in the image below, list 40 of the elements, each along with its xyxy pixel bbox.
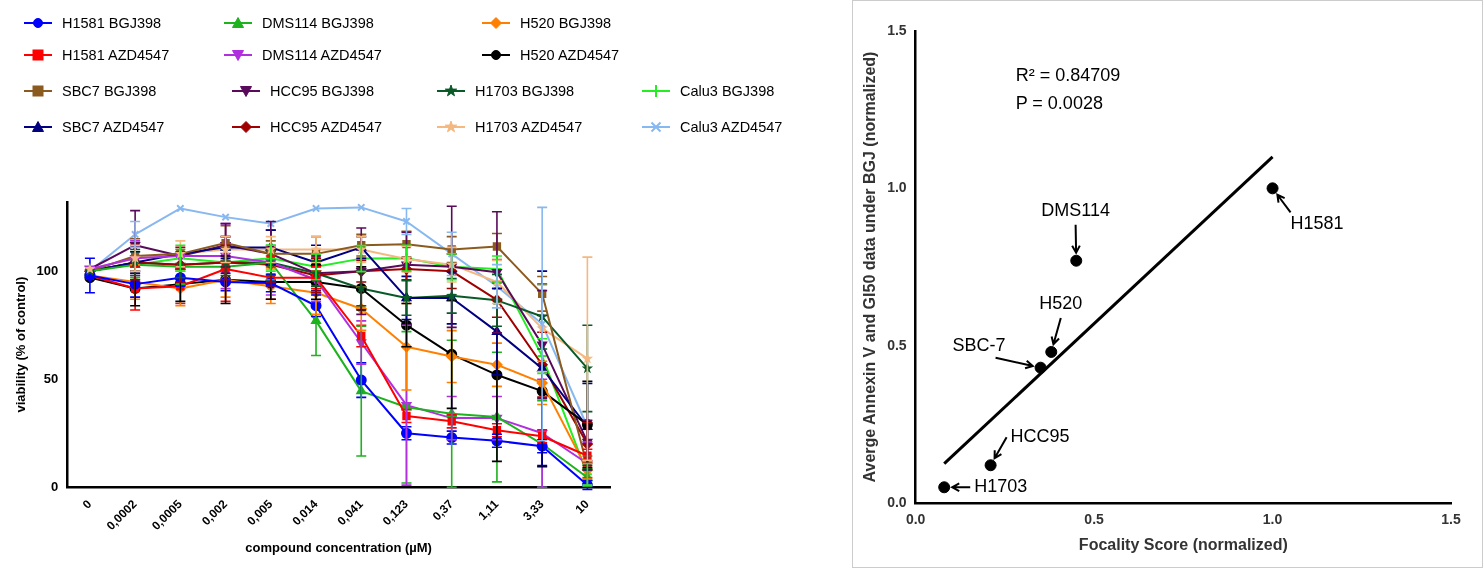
- x-tick-label: 1.0: [1262, 511, 1283, 528]
- annotation: H520: [1039, 292, 1083, 313]
- legend-label: H1703 BGJ398: [475, 83, 575, 99]
- x-tick-label: 3,33: [520, 496, 547, 524]
- y-axis-title: viability (% of control): [13, 276, 29, 413]
- legend-label: Calu3 AZD4547: [680, 119, 783, 135]
- legend-label: SBC7 AZD4547: [62, 119, 165, 135]
- x-tick-label: 0: [79, 496, 95, 512]
- y-tick-label: 0.5: [887, 336, 907, 353]
- annotation: H1703: [974, 476, 1028, 497]
- y-tick-label: 50: [43, 370, 59, 386]
- y-axis-title: Averge Annexin V and GI50 data under BGJ (normalized): [861, 51, 879, 483]
- x-tick-label: 1,11: [475, 496, 502, 523]
- x-tick-label: 0.0: [905, 511, 926, 528]
- legend-label: HCC95 BGJ398: [270, 83, 374, 99]
- y-tick-label: 1.5: [887, 21, 907, 38]
- annotation: HCC95: [1010, 426, 1070, 447]
- legend-label: HCC95 AZD4547: [270, 119, 383, 135]
- x-tick-label: 1.5: [1441, 511, 1461, 528]
- x-axis-title: compound concentration (µM): [245, 539, 432, 555]
- x-tick-label: 0.5: [1084, 511, 1105, 528]
- annotation: R² = 0.84709: [1015, 64, 1121, 85]
- y-tick-label: 0: [51, 478, 59, 494]
- x-tick-label: 10: [572, 496, 593, 517]
- legend-label: H1581 AZD4547: [62, 47, 170, 63]
- y-tick-label: 100: [36, 262, 59, 278]
- legend-label: SBC7 BGJ398: [62, 83, 157, 99]
- legend-label: H1703 AZD4547: [475, 119, 583, 135]
- x-axis-title: Focality Score (normalized): [1078, 535, 1288, 553]
- legend-label: DMS114 AZD4547: [262, 47, 382, 63]
- legend-label: Calu3 BGJ398: [680, 83, 775, 99]
- legend-label: H1581 BGJ398: [62, 15, 162, 31]
- legend-label: DMS114 BGJ398: [262, 15, 374, 31]
- annotation: H1581: [1290, 213, 1344, 234]
- annotation: P = 0.0028: [1015, 92, 1103, 113]
- legend-label: H520 AZD4547: [520, 47, 620, 63]
- annotation: DMS114: [1041, 199, 1110, 220]
- annotation: SBC-7: [952, 334, 1006, 355]
- legend-label: H520 BGJ398: [520, 15, 612, 31]
- y-tick-label: 1.0: [887, 179, 907, 196]
